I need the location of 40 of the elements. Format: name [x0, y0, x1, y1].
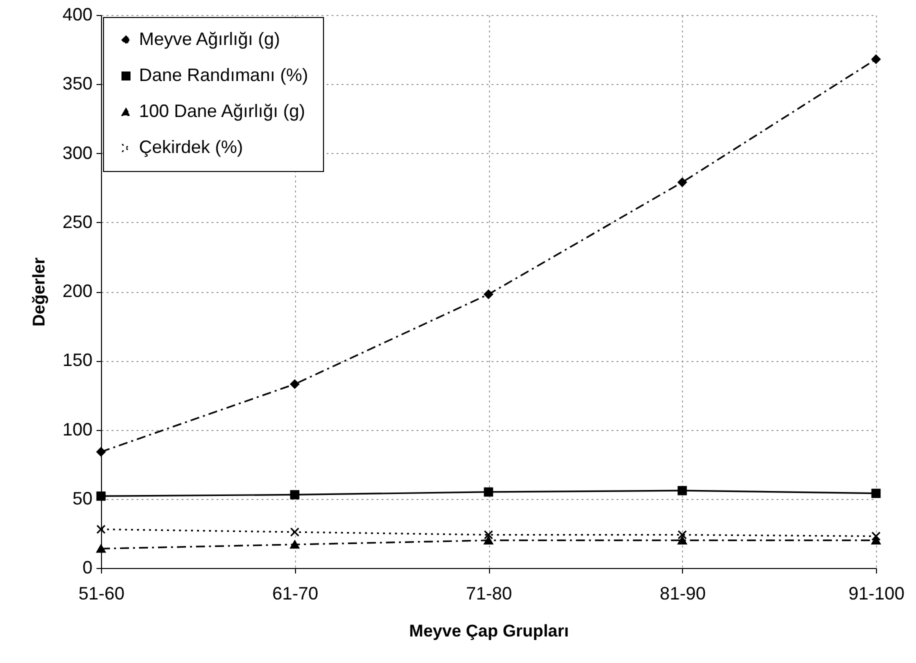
x-axis-title: Meyve Çap Grupları: [409, 622, 569, 640]
y-tick-label: 150: [62, 350, 92, 370]
y-tick-label: 250: [62, 212, 92, 232]
point: [290, 490, 300, 500]
point: [484, 530, 494, 540]
y-tick-label: 0: [82, 558, 92, 578]
point: [871, 532, 881, 541]
x-tick-label: 61-70: [272, 584, 318, 604]
point: [871, 488, 881, 498]
point: [290, 380, 300, 389]
y-tick-label: 350: [62, 74, 92, 94]
y-tick-label: 50: [72, 488, 92, 508]
point: [484, 290, 494, 299]
x-tick-label: 81-90: [660, 584, 706, 604]
point: [678, 530, 687, 540]
point: [290, 527, 300, 537]
point: [678, 178, 687, 187]
point: [871, 536, 881, 544]
point: [484, 487, 494, 497]
x-tick-label: 71-80: [466, 584, 512, 604]
point: [96, 544, 106, 553]
point: [678, 486, 687, 496]
legend-label: Çekirdek (%): [139, 137, 244, 157]
legend-label: Dane Randımanı (%): [139, 65, 308, 85]
x-tick-label: 51-60: [78, 584, 125, 604]
legend-label: Meyve Ağırlığı (g): [139, 29, 280, 49]
y-tick-label: 100: [62, 419, 92, 440]
y-tick-label: 200: [62, 281, 92, 301]
y-tick-label: 300: [62, 142, 92, 163]
y-axis-title: Değerler: [29, 257, 48, 326]
point: [484, 536, 494, 544]
point: [96, 491, 106, 501]
y-tick-label: 400: [62, 4, 92, 24]
legend-label: 100 Dane Ağırlığı (g): [139, 101, 306, 121]
point: [96, 447, 106, 456]
point: [678, 536, 687, 544]
x-tick-label: 91-100: [848, 584, 905, 604]
point: [290, 540, 300, 549]
point: [96, 524, 106, 534]
point: [871, 54, 881, 64]
